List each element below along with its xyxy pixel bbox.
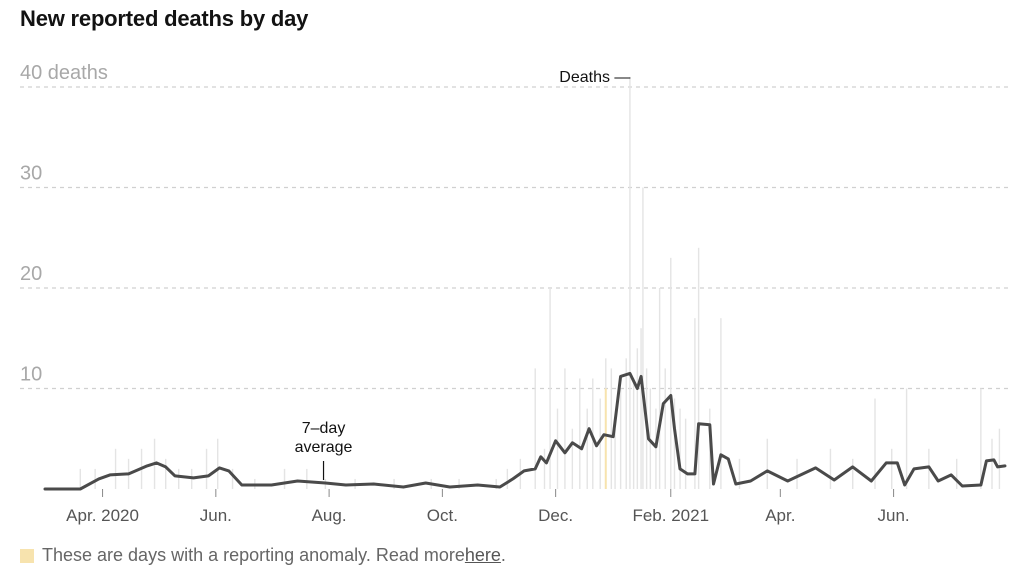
daily-death-bar: [991, 438, 993, 489]
daily-death-bar: [564, 368, 566, 489]
daily-death-bar: [956, 458, 958, 489]
daily-death-bar: [655, 408, 657, 489]
daily-death-bar: [94, 468, 96, 489]
daily-death-bar: [164, 458, 167, 489]
average-line-layer: [43, 371, 1007, 491]
annotations: Deaths — 7–day average: [295, 69, 630, 480]
daily-death-bar: [393, 478, 395, 489]
daily-death-bar: [549, 288, 551, 489]
daily-death-bar: [614, 428, 616, 489]
daily-death-bar: [586, 408, 588, 489]
x-tick-label: Feb. 2021: [632, 506, 709, 525]
x-tick-label: Jun.: [200, 506, 232, 525]
daily-bars: [79, 76, 1001, 489]
y-tick-label: 40 deaths: [20, 62, 108, 84]
x-tick-label: Dec.: [538, 506, 573, 525]
daily-death-bar: [642, 187, 644, 489]
x-tick-label: Jun.: [878, 506, 910, 525]
daily-death-bar: [640, 328, 642, 489]
daily-death-bar: [625, 358, 627, 489]
daily-death-bar: [632, 378, 635, 489]
read-more-link[interactable]: here: [464, 545, 501, 565]
x-tick-label: Apr.: [765, 506, 795, 525]
daily-death-bar: [506, 468, 509, 489]
daily-death-bar: [458, 478, 460, 489]
seven-day-average-line: [43, 371, 1007, 491]
daily-death-bar: [891, 448, 893, 489]
daily-death-bar: [495, 478, 497, 489]
x-tick-label: Oct.: [427, 506, 458, 525]
x-tick-label: Aug.: [312, 506, 347, 525]
daily-death-bar: [673, 398, 676, 489]
daily-death-bar: [177, 468, 180, 489]
x-axis: Apr. 2020 Jun. Aug. Oct. Dec. Feb. 2021 Apr. Ju…: [66, 489, 910, 525]
daily-death-bar: [670, 257, 672, 489]
daily-death-bar: [534, 368, 536, 489]
chart-title: New reported deaths by day: [20, 6, 309, 31]
daily-death-bar: [216, 438, 219, 489]
daily-death-bar: [697, 247, 700, 489]
daily-death-bar: [658, 288, 661, 489]
anomaly-swatch: [20, 548, 34, 563]
y-tick-label: 20: [20, 263, 42, 285]
y-tick-label: 30: [20, 163, 42, 185]
daily-death-bar: [579, 378, 581, 489]
daily-death-bar: [205, 448, 208, 489]
daily-death-bar: [738, 458, 741, 489]
daily-death-bar: [905, 388, 908, 489]
daily-death-bar: [231, 468, 234, 489]
daily-death-bar: [684, 418, 687, 489]
daily-death-bar: [766, 438, 769, 489]
daily-death-bar: [629, 76, 631, 489]
daily-death-bar: [619, 388, 622, 489]
daily-death-bar: [664, 368, 666, 489]
daily-death-bar: [306, 468, 308, 489]
footnote-text: These are days with a reporting anomaly.…: [42, 545, 465, 565]
daily-death-bar: [709, 408, 711, 489]
daily-death-bar: [694, 318, 696, 489]
daily-death-bar: [829, 448, 832, 489]
deaths-annotation: Deaths —: [559, 69, 630, 86]
daily-death-bar: [679, 408, 681, 489]
daily-death-bar: [980, 388, 982, 489]
daily-death-bar: [610, 368, 613, 489]
gridlines: 10 20 30 40 deaths: [20, 62, 1008, 390]
daily-death-bar: [543, 448, 546, 489]
anomaly-bar: [604, 388, 607, 489]
daily-death-bar: [998, 428, 1001, 489]
daily-death-bar: [852, 458, 854, 489]
daily-death-bar: [79, 468, 81, 489]
daily-death-bar: [874, 398, 876, 489]
average-annotation: 7–day average: [295, 420, 353, 456]
daily-death-bar: [571, 428, 574, 489]
footnote-suffix: .: [500, 545, 506, 565]
daily-death-bar: [556, 408, 559, 489]
daily-death-bar: [796, 458, 798, 489]
footnote: These are days with a reporting anomaly.…: [20, 545, 506, 566]
daily-death-bar: [599, 398, 601, 489]
deaths-chart: 10 20 30 40 deaths Apr. 2020 Jun. Aug. Oct. Dec…: [20, 62, 1008, 525]
y-tick-label: 10: [20, 364, 42, 386]
daily-death-bar: [114, 448, 117, 489]
x-tick-label: Apr. 2020: [66, 506, 139, 525]
daily-death-bar: [283, 468, 286, 489]
daily-death-bar: [720, 318, 722, 489]
daily-death-bar: [636, 348, 639, 489]
